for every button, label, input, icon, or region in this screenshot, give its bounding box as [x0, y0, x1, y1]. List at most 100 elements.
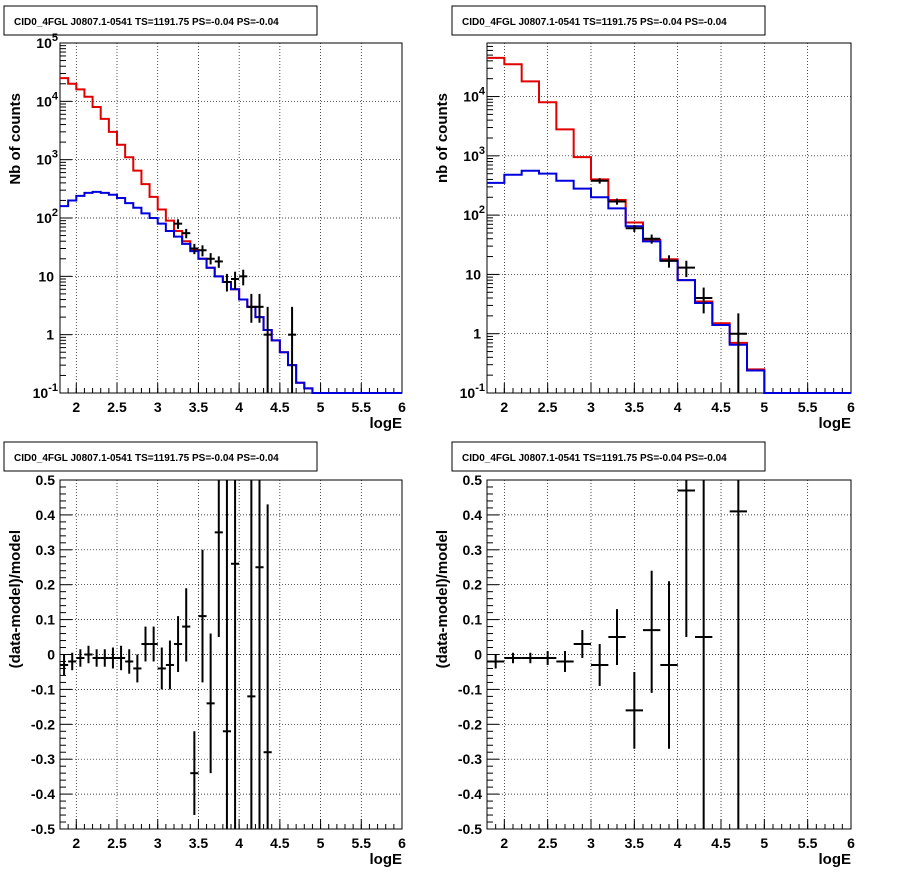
- x-tick-label: 5.5: [352, 399, 372, 415]
- data-point: [198, 245, 207, 257]
- data-point: [190, 243, 199, 255]
- chart-title-box: [451, 5, 766, 36]
- x-tick-label: 5: [317, 835, 325, 851]
- data-point: [133, 654, 142, 683]
- chart-panel-1: CID0_4FGL J0807.1-0541 TS=1191.75 PS=-0.…: [3, 5, 406, 432]
- data-point: [157, 647, 166, 690]
- chart-title-box: [3, 5, 318, 36]
- data-point: [214, 480, 223, 638]
- data-point: [165, 640, 174, 690]
- x-tick-label: 6: [398, 835, 406, 851]
- data-point: [174, 219, 183, 229]
- y-tick-label: 10-1: [460, 382, 485, 401]
- data-point: [625, 225, 643, 232]
- x-tick-label: 3: [154, 835, 162, 851]
- data-point: [198, 549, 207, 683]
- x-axis-label: logE: [370, 415, 403, 432]
- data-point: [643, 570, 661, 693]
- x-tick-label: 4: [235, 835, 243, 851]
- data-point: [247, 480, 256, 829]
- x-tick-label: 4.5: [711, 399, 731, 415]
- y-tick-label: 0.5: [463, 472, 483, 488]
- y-tick-label: -0.3: [31, 751, 55, 767]
- data-point: [222, 273, 231, 292]
- y-tick-label: -0.1: [31, 681, 55, 697]
- data-point: [60, 654, 69, 676]
- x-tick-label: 6: [847, 835, 855, 851]
- data-point: [255, 293, 264, 323]
- y-tick-label: 0.2: [463, 577, 483, 593]
- y-axis-label: Nb of counts: [7, 93, 24, 185]
- x-tick-label: 3: [587, 835, 595, 851]
- y-tick-label: 0.4: [463, 507, 483, 523]
- data-point: [231, 480, 240, 829]
- chart-panel-4: CID0_4FGL J0807.1-0541 TS=1191.75 PS=-0.…: [434, 441, 855, 868]
- y-axis-label: nb of counts: [434, 93, 451, 183]
- data-point: [695, 287, 713, 314]
- x-tick-label: 4.5: [270, 399, 290, 415]
- data-point: [591, 178, 609, 184]
- data-point: [660, 581, 678, 749]
- x-axis-label: logE: [819, 851, 852, 868]
- x-tick-label: 2: [72, 399, 80, 415]
- x-tick-label: 5: [760, 835, 768, 851]
- data-point: [608, 609, 626, 665]
- data-point: [263, 504, 272, 829]
- data-point: [149, 626, 158, 662]
- data-point: [660, 255, 678, 268]
- data-point: [141, 626, 150, 662]
- data-point: [100, 649, 109, 667]
- chart-title: CID0_4FGL J0807.1-0541 TS=1191.75 PS=-0.…: [14, 17, 279, 28]
- x-tick-label: 2.5: [538, 835, 558, 851]
- data-point: [174, 616, 183, 672]
- data-point: [231, 271, 240, 290]
- y-tick-label: -0.3: [458, 751, 482, 767]
- x-tick-label: 3.5: [625, 399, 645, 415]
- y-tick-label: -0.2: [458, 716, 482, 732]
- y-axis-label: (data-model)/model: [7, 530, 24, 668]
- data-point: [84, 645, 93, 664]
- data-point: [695, 480, 713, 829]
- x-tick-label: 5: [317, 399, 325, 415]
- x-tick-label: 3.5: [625, 835, 645, 851]
- series-step-2: [487, 169, 851, 394]
- data-point: [677, 260, 695, 278]
- y-tick-label: -0.5: [458, 821, 482, 837]
- series-step-1: [60, 77, 402, 394]
- y-tick-label: -0.4: [31, 786, 55, 802]
- x-tick-label: 2: [500, 399, 508, 415]
- series-step-1: [487, 56, 851, 394]
- data-point: [76, 649, 85, 667]
- data-point: [504, 652, 522, 664]
- data-point: [729, 480, 747, 829]
- data-point: [206, 633, 215, 774]
- x-tick-label: 4.5: [711, 835, 731, 851]
- y-tick-label: 10-1: [33, 382, 58, 401]
- x-tick-label: 2.5: [107, 835, 127, 851]
- y-tick-label: -0.4: [458, 786, 482, 802]
- data-point: [643, 234, 661, 244]
- chart-panel-3: CID0_4FGL J0807.1-0541 TS=1191.75 PS=-0.…: [3, 441, 406, 868]
- y-tick-label: 104: [463, 86, 486, 105]
- series-step-2: [60, 190, 402, 394]
- x-tick-label: 4: [674, 835, 682, 851]
- y-tick-label: 0.3: [36, 542, 56, 558]
- x-tick-label: 2: [72, 835, 80, 851]
- y-tick-label: 102: [463, 204, 485, 223]
- x-tick-label: 4: [674, 399, 682, 415]
- y-tick-label: 10: [465, 266, 481, 282]
- y-tick-label: 0.1: [36, 612, 56, 628]
- y-tick-label: 10: [38, 268, 54, 284]
- data-point: [108, 647, 117, 669]
- data-point: [239, 269, 248, 286]
- plot-frame: [486, 42, 852, 394]
- data-point: [125, 649, 134, 674]
- x-tick-label: 4: [235, 399, 243, 415]
- data-point: [263, 306, 272, 393]
- x-tick-label: 5: [760, 399, 768, 415]
- data-point: [255, 480, 264, 829]
- y-tick-label: 103: [463, 145, 485, 164]
- x-tick-label: 6: [398, 399, 406, 415]
- data-point: [591, 644, 609, 686]
